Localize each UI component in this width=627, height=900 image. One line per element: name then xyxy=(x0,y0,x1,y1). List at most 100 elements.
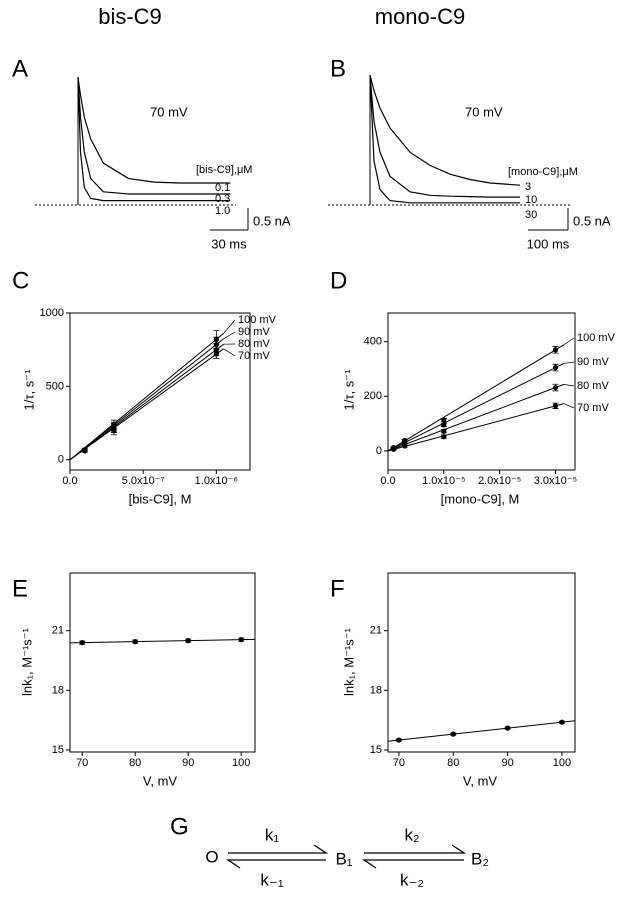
fit-line xyxy=(387,362,565,452)
legend-leader xyxy=(223,348,236,357)
x-tick-label: 80 xyxy=(129,757,141,769)
x-tick-label: 1.0x10⁻⁶ xyxy=(195,475,238,487)
data-point xyxy=(390,446,397,452)
scale-bar-label: 0.5 nA xyxy=(573,213,611,228)
legend-leader xyxy=(223,331,236,340)
x-tick-label: 70 xyxy=(76,757,88,769)
data-point xyxy=(441,422,447,428)
rate-label: k₋₂ xyxy=(400,870,424,889)
x-tick-label: 90 xyxy=(182,757,194,769)
x-tick-label: 5.0x10⁻⁷ xyxy=(122,475,165,487)
data-point xyxy=(552,347,559,353)
data-point xyxy=(559,719,565,725)
legend-entry: 80 mV xyxy=(238,338,270,350)
backward-arrow xyxy=(361,859,464,869)
data-point xyxy=(552,365,559,371)
panel-letter: E xyxy=(12,575,28,602)
data-point xyxy=(504,725,511,731)
x-axis-label: [mono-C9], M xyxy=(441,491,520,506)
column-header: mono-C9 xyxy=(375,4,465,29)
data-point xyxy=(450,731,456,737)
panel-letter: A xyxy=(12,55,28,82)
legend-entry: 100 mV xyxy=(577,332,616,344)
arrows xyxy=(225,844,467,869)
y-axis-label: lnk₁, M⁻¹s⁻¹ xyxy=(341,627,356,696)
annotation: 70 mV xyxy=(465,104,503,119)
legend-leader xyxy=(563,337,575,346)
x-tick-label: 0.0 xyxy=(380,475,395,487)
legend-entry: 90 mV xyxy=(238,326,270,338)
fit-line xyxy=(69,338,224,461)
x-tick-label: 100 xyxy=(232,757,250,769)
x-tick-label: 3.0x10⁻⁵ xyxy=(534,475,577,487)
legend-entry: 30 xyxy=(525,209,537,221)
y-tick-label: 0 xyxy=(58,454,64,466)
panel-letter: G xyxy=(170,813,189,840)
y-tick-label: 200 xyxy=(364,390,382,402)
legend-entry: 3 xyxy=(525,181,531,193)
state-label: B₂ xyxy=(471,849,489,868)
legend-entry: 80 mV xyxy=(577,380,609,392)
data-point xyxy=(552,384,559,391)
legend-leader xyxy=(563,361,575,364)
forward-arrow xyxy=(228,844,329,854)
y-tick-label: 15 xyxy=(52,744,64,756)
y-tick-label: 21 xyxy=(370,625,382,637)
panel-letter: F xyxy=(330,575,345,602)
fit-line xyxy=(69,638,256,644)
x-tick-label: 90 xyxy=(501,757,513,769)
x-tick-label: 70 xyxy=(393,757,405,769)
data-point xyxy=(552,403,559,409)
data-point xyxy=(441,417,447,423)
data-point xyxy=(79,640,85,646)
backward-arrow xyxy=(225,859,326,869)
panel-letter: B xyxy=(330,55,346,82)
y-axis-label: 1/τ, s⁻¹ xyxy=(21,369,36,411)
forward-arrow xyxy=(364,844,467,854)
x-tick-label: 1.0x10⁻⁵ xyxy=(422,475,465,487)
scale-bar-label: 30 ms xyxy=(211,236,247,251)
data-point xyxy=(82,448,88,454)
x-tick-label: 2.0x10⁻⁵ xyxy=(478,475,521,487)
rate-label: k₂ xyxy=(404,825,419,844)
data-point xyxy=(185,638,191,644)
data-point xyxy=(132,639,138,645)
scale-bar-label: 100 ms xyxy=(527,236,570,251)
y-tick-label: 500 xyxy=(46,380,64,392)
data-point xyxy=(396,737,402,743)
y-tick-label: 15 xyxy=(370,744,382,756)
legend-title: [bis-C9],μM xyxy=(196,164,252,176)
plot-frame xyxy=(387,312,576,471)
state-label: O xyxy=(205,847,218,866)
fit-line xyxy=(387,720,576,742)
legend-entry: 1.0 xyxy=(215,205,230,217)
data-point xyxy=(402,443,408,449)
data-point xyxy=(441,434,447,440)
data-point xyxy=(213,351,219,357)
plot-frame xyxy=(69,312,251,471)
y-axis-label: 1/τ, s⁻¹ xyxy=(341,369,356,411)
trace xyxy=(369,75,520,198)
legend-title: [mono-C9],μM xyxy=(508,166,578,178)
rate-label: k₁ xyxy=(265,825,280,844)
rate-label: k₋₁ xyxy=(260,870,283,889)
panel-letter: C xyxy=(12,267,29,294)
plot-frame xyxy=(387,572,576,753)
y-tick-label: 18 xyxy=(52,684,64,696)
y-tick-label: 1000 xyxy=(40,307,64,319)
legend-entry: 100 mV xyxy=(238,314,277,326)
column-header: bis-C9 xyxy=(98,4,162,29)
fit-line xyxy=(69,333,224,461)
scale-bar-label: 0.5 nA xyxy=(253,213,291,228)
x-tick-label: 0.0 xyxy=(62,475,77,487)
trace xyxy=(369,75,520,204)
legend-entry: 0.3 xyxy=(215,193,230,205)
plot-frame xyxy=(69,572,256,753)
fit-line xyxy=(69,343,224,461)
y-tick-label: 400 xyxy=(364,336,382,348)
x-axis-label: [bis-C9], M xyxy=(129,491,192,506)
data-point xyxy=(441,428,447,434)
fit-line xyxy=(387,383,565,452)
